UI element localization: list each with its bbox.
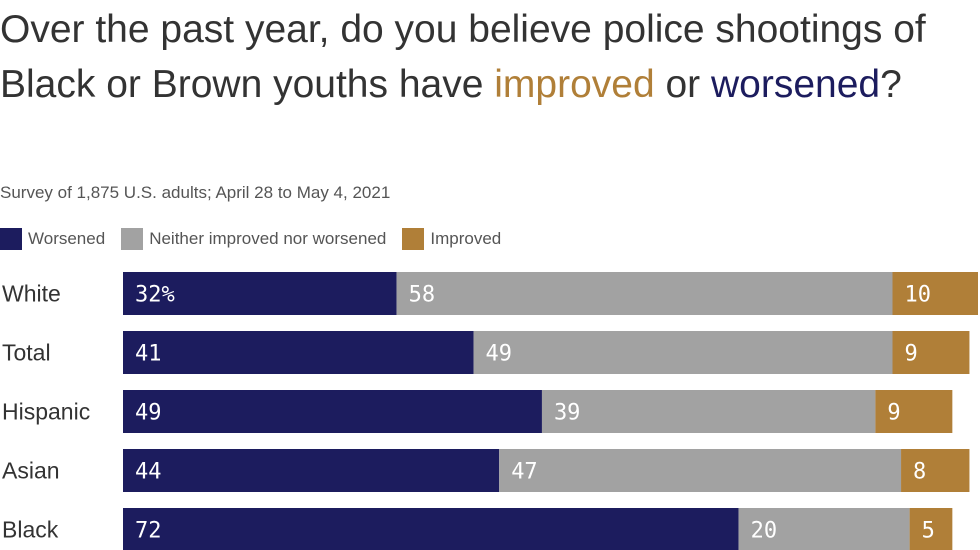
bar-white-worsened [123,272,397,315]
bar-asian-improved [901,449,970,492]
legend-swatch-worsened [0,228,22,250]
legend-item-worsened: Worsened [0,228,105,250]
bar-hispanic-neither [541,390,876,433]
bar-total-improved [892,331,970,374]
legend-swatch-neither [121,228,144,250]
bar-hispanic-worsened [123,390,542,433]
data-label-asian-worsened: 44 [135,460,162,485]
bar-white-improved [892,272,978,315]
bar-black-worsened [123,508,739,550]
category-label-hispanic: Hispanic [2,399,90,425]
legend-item-improved: Improved [402,228,501,250]
bar-total-worsened [123,331,474,374]
bar-black-improved [909,508,953,550]
data-label-hispanic-neither: 39 [554,401,581,426]
legend-label-improved: Improved [430,229,502,248]
legend-swatch-improved [402,228,425,250]
data-label-black-neither: 20 [751,519,778,544]
chart-title: Over the past year, do you believe polic… [0,2,980,112]
chart-subtitle: Survey of 1,875 U.S. adults; April 28 to… [0,183,391,202]
category-label-black: Black [2,517,59,543]
bar-asian-worsened [123,449,500,492]
title-text-2: or [654,63,712,106]
data-label-white-neither: 58 [409,283,436,308]
bar-white-neither [396,272,893,315]
data-label-hispanic-worsened: 49 [135,401,162,426]
bar-asian-neither [499,449,902,492]
data-label-white-improved: 10 [905,283,932,308]
data-label-asian-improved: 8 [913,460,926,485]
data-label-total-improved: 9 [905,342,918,367]
bar-hispanic-improved [875,390,953,433]
legend-label-neither: Neither improved nor worsened [149,229,387,248]
data-label-asian-neither: 47 [511,460,538,485]
title-worsened-keyword: worsened [711,63,881,106]
category-label-asian: Asian [2,458,60,484]
data-label-total-worsened: 41 [135,342,162,367]
legend-item-neither: Neither improved nor worsened [121,228,386,250]
bar-total-neither [473,331,893,374]
title-text-1: Over the past year, do you believe polic… [0,8,926,106]
data-label-total-neither: 49 [486,342,513,367]
data-label-hispanic-improved: 9 [887,401,900,426]
data-label-black-improved: 5 [922,519,935,544]
title-text-3: ? [880,63,902,106]
category-label-total: Total [2,340,51,366]
title-improved-keyword: improved [494,63,655,106]
category-label-white: White [2,281,61,307]
legend-label-worsened: Worsened [28,229,106,248]
bar-black-neither [738,508,910,550]
legend: Worsened Neither improved nor worsened I… [0,228,517,250]
data-label-black-worsened: 72 [135,519,162,544]
data-label-white-worsened: 32% [135,283,175,308]
